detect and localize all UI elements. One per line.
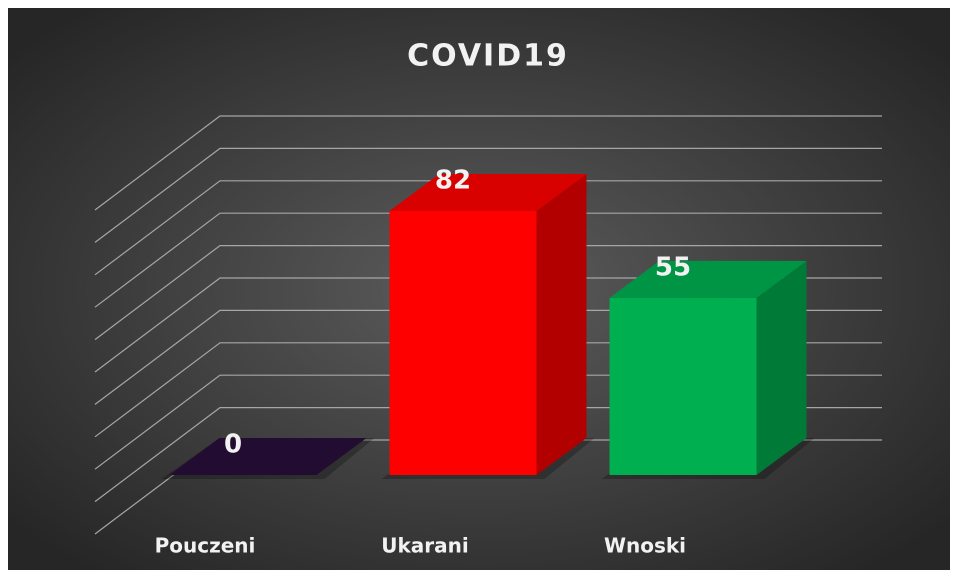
bar-side-shade — [756, 260, 807, 475]
bar-top — [389, 173, 587, 211]
grid-line — [94, 147, 882, 243]
grid-line — [94, 245, 882, 341]
bar-side — [536, 173, 587, 475]
x-tick-label: Ukarani — [381, 534, 469, 558]
bar — [389, 210, 537, 475]
bar-top-shade — [169, 438, 367, 475]
bar — [609, 297, 757, 475]
grid-line — [94, 212, 882, 308]
bar-top — [169, 438, 367, 475]
data-label: 82 — [435, 165, 471, 195]
x-tick-label: Wnoski — [604, 534, 686, 558]
data-label: 55 — [655, 252, 691, 282]
bar-top-shade — [609, 260, 807, 298]
bar-top — [609, 260, 807, 298]
bar-top-shade — [389, 173, 587, 211]
grid-line — [94, 115, 882, 211]
data-label: 0 — [224, 430, 242, 460]
bar-side-shade — [536, 173, 587, 475]
chart-title: COVID19 — [407, 39, 569, 74]
x-tick-label: Pouczeni — [155, 534, 256, 558]
bar-side — [756, 260, 807, 475]
grid-line — [94, 180, 882, 276]
